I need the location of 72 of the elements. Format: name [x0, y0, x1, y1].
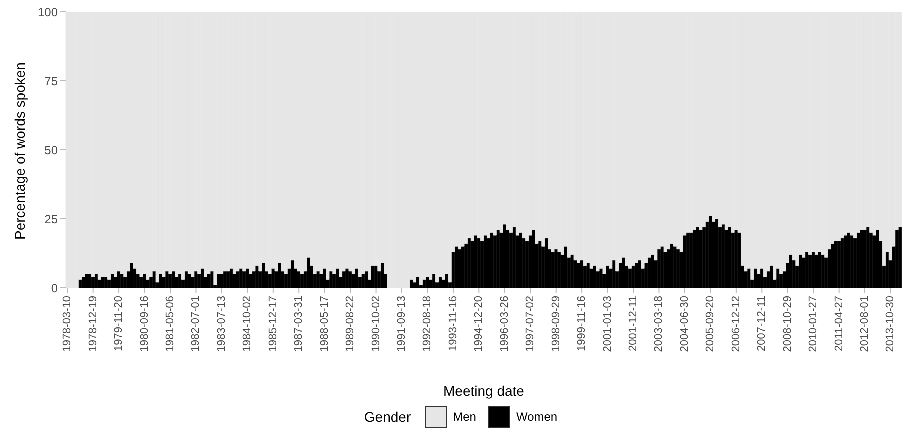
bar	[178, 274, 182, 288]
x-tick-label: 1983-07-13	[216, 296, 228, 352]
bar	[230, 268, 234, 288]
bar	[110, 274, 114, 288]
bar	[88, 274, 92, 288]
bar	[140, 276, 144, 288]
x-axis-title: Meeting date	[444, 383, 525, 399]
x-tick-label: 1980-09-16	[138, 296, 151, 352]
x-tick-label: 1992-08-18	[422, 296, 434, 352]
x-tick-label: 2001-12-11	[628, 296, 640, 352]
x-tick-label: 2010-01-27	[808, 296, 820, 352]
bar	[738, 232, 742, 288]
y-tick-label: 100	[38, 5, 58, 20]
x-tick-label: 1984-10-02	[242, 296, 254, 352]
x-tick-label: 2011-04-27	[833, 296, 846, 352]
x-tick-label: 1987-03-31	[293, 296, 306, 352]
bar	[348, 271, 352, 288]
x-tick-label: 1981-05-06	[164, 296, 176, 352]
x-tick-label: 1993-11-16	[447, 296, 460, 352]
bar	[200, 268, 204, 288]
x-tick-label: 2012-08-01	[859, 296, 872, 352]
y-tick-label: 50	[44, 143, 58, 158]
bar	[168, 274, 172, 288]
bar	[445, 274, 449, 288]
x-tick-label: 2006-12-12	[730, 296, 742, 352]
x-tick-label: 1979-11-20	[113, 296, 126, 352]
bar	[364, 271, 368, 288]
x-tick-label: 1985-12-17	[267, 296, 280, 352]
x-tick-label: 2008-10-29	[782, 296, 794, 352]
x-tick-label: 1991-09-13	[396, 296, 408, 352]
x-tick-label: 2001-01-03	[602, 296, 614, 352]
bar	[117, 271, 121, 288]
x-tick-label: 1999-11-16	[576, 296, 588, 352]
legend-title: Gender	[364, 409, 412, 425]
bar	[580, 260, 584, 288]
y-axis-title: Percentage of words spoken	[12, 62, 28, 240]
bar	[297, 271, 301, 288]
bar	[789, 254, 793, 288]
y-tick-label: 0	[51, 281, 58, 296]
x-tick-label: 1994-12-20	[473, 296, 486, 352]
x-tick-label: 1990-10-02	[370, 296, 382, 352]
bar	[355, 268, 359, 288]
bar	[207, 274, 211, 288]
x-tick-label: 2005-09-20	[704, 296, 717, 352]
bar	[564, 246, 568, 288]
bar	[342, 271, 346, 288]
bar	[632, 266, 636, 288]
x-tick-label: 2013-10-30	[884, 296, 897, 352]
x-tick-label: 1982-07-01	[190, 296, 202, 352]
bar	[184, 271, 188, 288]
x-tick-label: 1978-03-10	[62, 296, 74, 352]
bar	[371, 266, 375, 288]
bar	[895, 230, 899, 288]
bar	[246, 268, 250, 288]
bar	[760, 268, 764, 288]
x-tick-label: 1997-07-02	[524, 296, 537, 352]
x-tick-label: 1989-08-22	[344, 296, 357, 352]
x-tick-label: 1978-12-19	[87, 296, 100, 352]
x-tick-label: 1996-03-26	[498, 296, 511, 352]
bar	[432, 274, 436, 288]
x-tick-label: 1988-05-17	[318, 296, 331, 352]
y-tick-label: 75	[44, 74, 58, 88]
y-tick-label: 25	[44, 212, 58, 226]
x-tick-label: 1998-09-29	[550, 296, 562, 352]
x-tick-label: 2004-06-30	[678, 296, 691, 352]
legend-label: Men	[453, 410, 476, 424]
x-tick-label: 2007-12-11	[756, 296, 768, 352]
bar	[886, 252, 890, 288]
legend-label: Women	[516, 410, 558, 424]
bar	[236, 271, 240, 288]
bar	[94, 274, 98, 288]
x-tick-label: 2003-03-18	[653, 296, 666, 352]
